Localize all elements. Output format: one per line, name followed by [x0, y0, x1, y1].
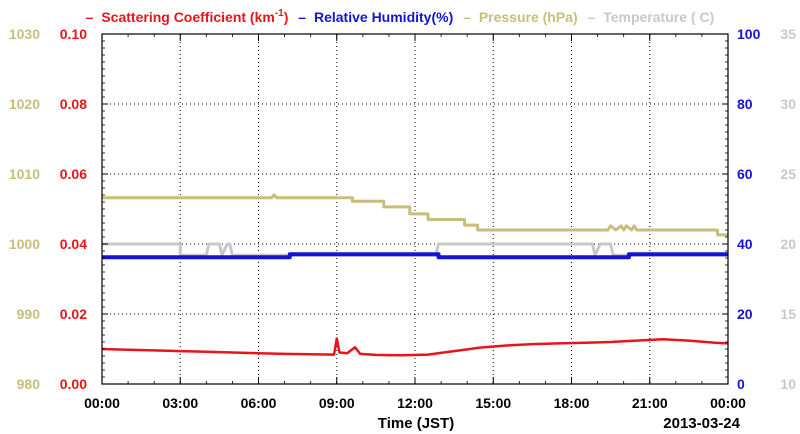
legend-pressure-label: Pressure (hPa) [479, 9, 578, 25]
series-temperature-line [102, 242, 728, 257]
tick-label-scattering: 0.06 [60, 166, 87, 182]
tick-label-humidity: 100 [737, 26, 761, 42]
x-tick-label: 03:00 [162, 395, 198, 411]
legend-temperature-dash: – [588, 9, 596, 25]
grid [102, 34, 728, 384]
series-pressure-line [102, 193, 728, 237]
tick-label-temperature: 35 [780, 26, 796, 42]
legend-humidity-dash: – [298, 9, 306, 25]
series-layer [101, 193, 729, 357]
x-tick-label: 21:00 [632, 395, 668, 411]
tick-label-temperature: 25 [780, 166, 796, 182]
x-tick-label: 06:00 [241, 395, 277, 411]
x-tick-label: 00:00 [84, 395, 120, 411]
ticks-layer: 98099010001010102010300.000.020.040.060.… [9, 26, 796, 411]
legend-scattering-dash: – [86, 9, 94, 25]
tick-label-humidity: 0 [737, 376, 745, 392]
tick-label-pressure: 1020 [9, 96, 40, 112]
x-axis-label: Time (JST) [378, 415, 454, 432]
legend-scattering-sup: -1 [275, 8, 284, 19]
series-scattering-line [101, 337, 729, 357]
tick-label-humidity: 80 [737, 96, 753, 112]
tick-label-scattering: 0.00 [60, 376, 87, 392]
tick-label-temperature: 20 [780, 236, 796, 252]
tick-label-pressure: 1010 [9, 166, 40, 182]
tick-label-humidity: 40 [737, 236, 753, 252]
tick-label-pressure: 980 [17, 376, 41, 392]
x-tick-label: 00:00 [710, 395, 746, 411]
x-tick-label: 15:00 [475, 395, 511, 411]
tick-label-scattering: 0.08 [60, 96, 87, 112]
tick-label-temperature: 10 [780, 376, 796, 392]
tick-label-pressure: 1000 [9, 236, 40, 252]
tick-label-scattering: 0.10 [60, 26, 87, 42]
tick-label-humidity: 60 [737, 166, 753, 182]
x-tick-label: 09:00 [319, 395, 355, 411]
legend-title: – Scattering Coefficient (km-1) – Relati… [86, 8, 715, 25]
tick-label-pressure: 1030 [9, 26, 40, 42]
tick-label-temperature: 30 [780, 96, 796, 112]
tick-label-scattering: 0.02 [60, 306, 87, 322]
legend-humidity-label: Relative Humidity(%) [314, 9, 453, 25]
series-humidity-line [102, 252, 728, 260]
tick-label-temperature: 15 [780, 306, 796, 322]
tick-label-pressure: 990 [17, 306, 41, 322]
x-tick-label: 18:00 [554, 395, 590, 411]
tick-label-humidity: 20 [737, 306, 753, 322]
legend-temperature-unit: C) [700, 9, 715, 25]
legend-temperature-label: Temperature ( [603, 9, 696, 25]
legend-pressure-dash: – [463, 9, 471, 25]
legend-scattering-end: ) [284, 9, 289, 25]
legend-scattering-label: Scattering Coefficient (km [101, 9, 274, 25]
tick-label-scattering: 0.04 [60, 236, 87, 252]
date-label: 2013-03-24 [663, 415, 740, 432]
x-tick-label: 12:00 [397, 395, 433, 411]
